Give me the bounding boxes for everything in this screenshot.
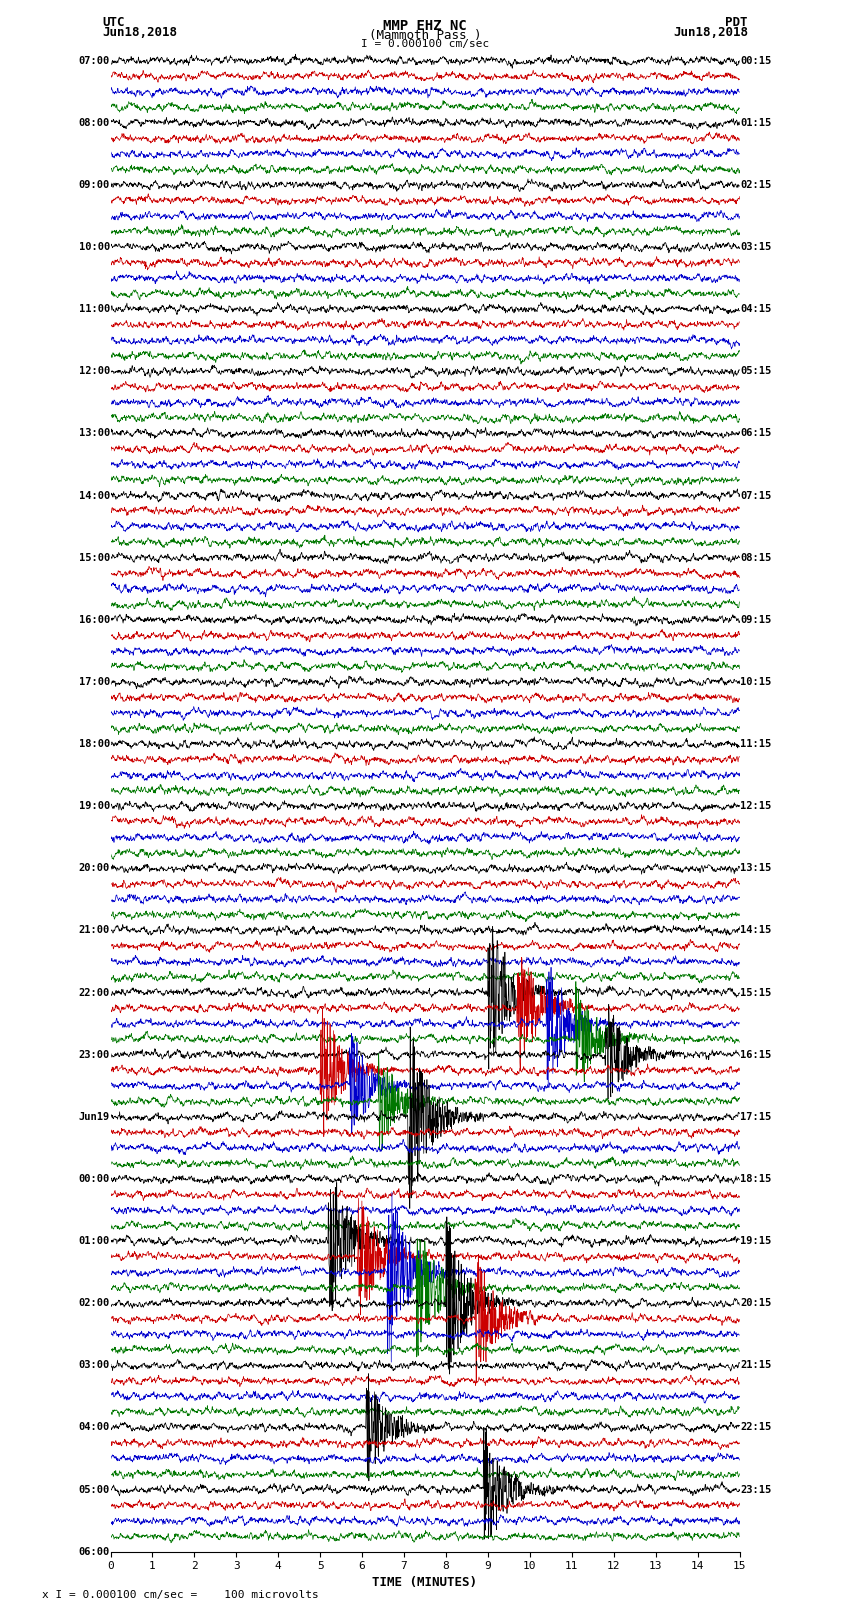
Text: 02:15: 02:15 (740, 181, 772, 190)
Text: 16:15: 16:15 (740, 1050, 772, 1060)
Text: 09:00: 09:00 (78, 181, 110, 190)
Text: 18:15: 18:15 (740, 1174, 772, 1184)
Text: 09:15: 09:15 (740, 615, 772, 624)
Text: 05:00: 05:00 (78, 1484, 110, 1495)
Text: 06:00: 06:00 (78, 1547, 110, 1557)
Text: 10:15: 10:15 (740, 677, 772, 687)
Text: 07:15: 07:15 (740, 490, 772, 500)
Text: 14:00: 14:00 (78, 490, 110, 500)
Text: 21:15: 21:15 (740, 1360, 772, 1371)
Text: 21:00: 21:00 (78, 926, 110, 936)
Text: 13:15: 13:15 (740, 863, 772, 873)
Text: 19:15: 19:15 (740, 1236, 772, 1247)
Text: 12:00: 12:00 (78, 366, 110, 376)
Text: Jun18,2018: Jun18,2018 (102, 26, 177, 39)
Text: 17:00: 17:00 (78, 677, 110, 687)
Text: 11:00: 11:00 (78, 305, 110, 315)
Text: 15:15: 15:15 (740, 987, 772, 997)
Text: 23:00: 23:00 (78, 1050, 110, 1060)
Text: 20:00: 20:00 (78, 863, 110, 873)
Text: 05:15: 05:15 (740, 366, 772, 376)
Text: 01:15: 01:15 (740, 118, 772, 127)
Text: PDT: PDT (726, 16, 748, 29)
Text: 18:00: 18:00 (78, 739, 110, 748)
Text: 12:15: 12:15 (740, 802, 772, 811)
Text: 20:15: 20:15 (740, 1298, 772, 1308)
Text: 08:15: 08:15 (740, 553, 772, 563)
Text: 22:15: 22:15 (740, 1423, 772, 1432)
Text: 08:00: 08:00 (78, 118, 110, 127)
Text: 23:15: 23:15 (740, 1484, 772, 1495)
Text: I = 0.000100 cm/sec: I = 0.000100 cm/sec (361, 39, 489, 48)
Text: 00:00: 00:00 (78, 1174, 110, 1184)
Text: 17:15: 17:15 (740, 1111, 772, 1121)
Text: x I = 0.000100 cm/sec =    100 microvolts: x I = 0.000100 cm/sec = 100 microvolts (42, 1590, 320, 1600)
Text: 04:15: 04:15 (740, 305, 772, 315)
Text: 03:00: 03:00 (78, 1360, 110, 1371)
Text: 10:00: 10:00 (78, 242, 110, 252)
Text: 03:15: 03:15 (740, 242, 772, 252)
Text: Jun18,2018: Jun18,2018 (673, 26, 748, 39)
Text: 13:00: 13:00 (78, 429, 110, 439)
Text: 00:15: 00:15 (740, 56, 772, 66)
Text: 11:15: 11:15 (740, 739, 772, 748)
Text: UTC: UTC (102, 16, 124, 29)
Text: (Mammoth Pass ): (Mammoth Pass ) (369, 29, 481, 42)
Text: 22:00: 22:00 (78, 987, 110, 997)
Text: 02:00: 02:00 (78, 1298, 110, 1308)
Text: MMP EHZ NC: MMP EHZ NC (383, 19, 467, 34)
Text: 15:00: 15:00 (78, 553, 110, 563)
Text: 14:15: 14:15 (740, 926, 772, 936)
X-axis label: TIME (MINUTES): TIME (MINUTES) (372, 1576, 478, 1589)
Text: 01:00: 01:00 (78, 1236, 110, 1247)
Text: Jun19: Jun19 (78, 1111, 110, 1121)
Text: 19:00: 19:00 (78, 802, 110, 811)
Text: 04:00: 04:00 (78, 1423, 110, 1432)
Text: 16:00: 16:00 (78, 615, 110, 624)
Text: 06:15: 06:15 (740, 429, 772, 439)
Text: 07:00: 07:00 (78, 56, 110, 66)
